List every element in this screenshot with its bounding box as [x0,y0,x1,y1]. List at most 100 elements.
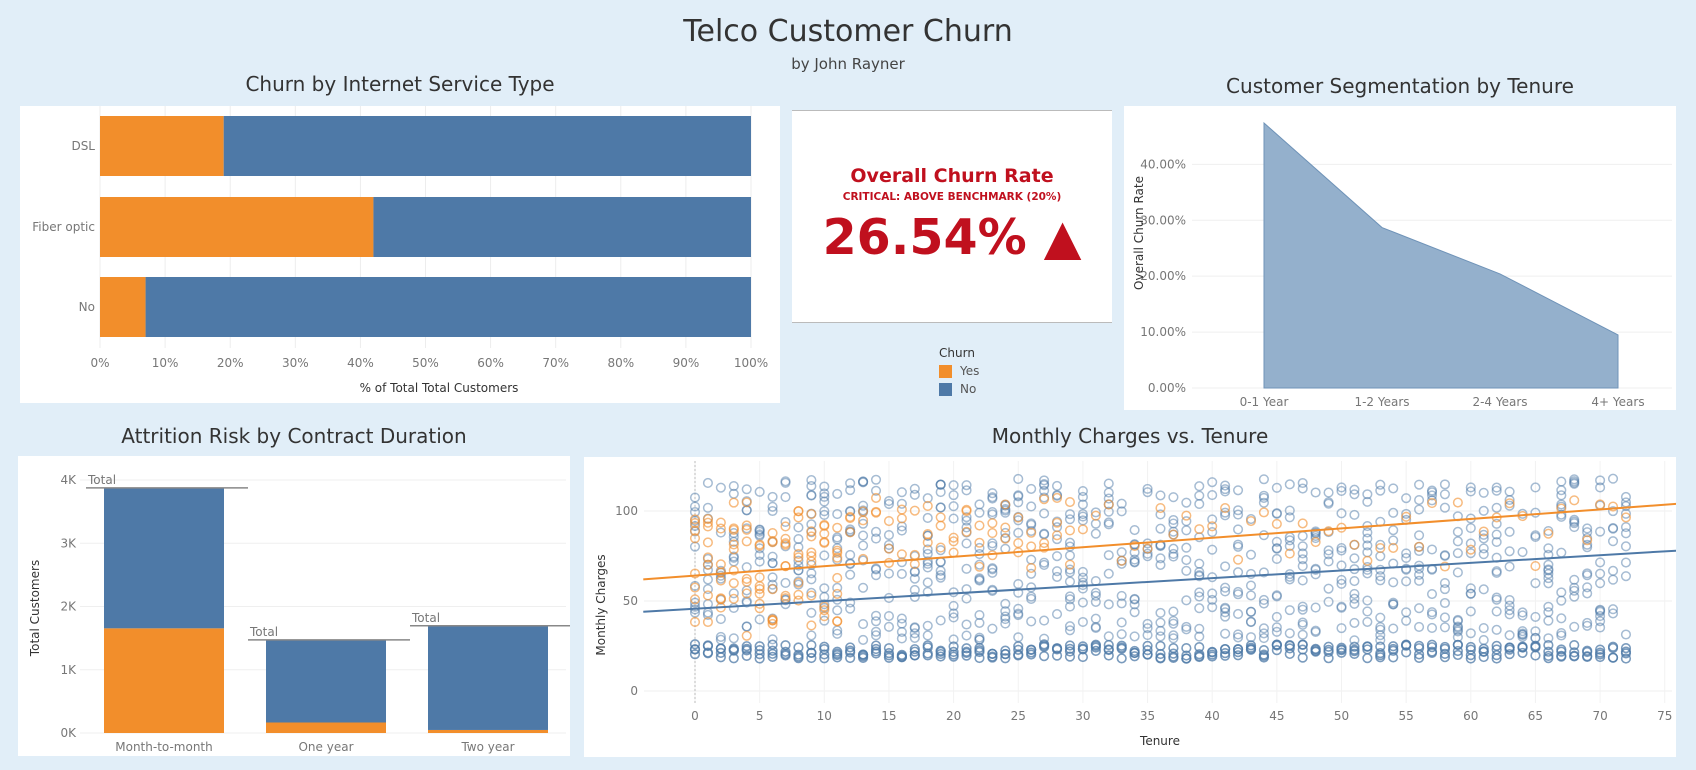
scatter-point-no[interactable] [1000,527,1011,538]
scatter-point-no[interactable] [1090,507,1101,518]
scatter-point-no[interactable] [1168,648,1179,659]
scatter-point-yes[interactable] [1207,521,1218,532]
scatter-point-no[interactable] [1491,482,1502,493]
scatter-point-no[interactable] [845,652,856,664]
scatter-point-no[interactable] [1297,477,1308,489]
scatter-point-no[interactable] [1258,474,1269,485]
scatter-point-no[interactable] [1129,631,1140,642]
scatter-point-no[interactable] [689,649,701,660]
scatter-point-no[interactable] [1116,558,1127,569]
scatter-point-yes[interactable] [806,620,817,631]
scatter-point-no[interactable] [1491,644,1502,655]
scatter-point-no[interactable] [741,650,752,661]
scatter-point-no[interactable] [1064,550,1076,561]
scatter-point-no[interactable] [780,648,791,660]
scatter-point-yes[interactable] [1129,540,1140,551]
scatter-point-yes[interactable] [987,528,998,539]
scatter-point-no[interactable] [935,572,946,583]
scatter-point-no[interactable] [689,501,701,512]
scatter-point-no[interactable] [793,555,804,566]
scatter-point-yes[interactable] [948,536,959,547]
scatter-point-yes[interactable] [1064,559,1076,570]
scatter-point-no[interactable] [858,476,869,487]
scatter-point-no[interactable] [1245,606,1257,617]
scatter-point-no[interactable] [1026,647,1037,658]
scatter-point-no[interactable] [1297,483,1308,494]
scatter-point-no[interactable] [1013,603,1024,614]
scatter-point-no[interactable] [1026,616,1037,627]
scatter-point-no[interactable] [1491,485,1502,496]
scatter-point-no[interactable] [1491,502,1502,513]
scatter-point-no[interactable] [806,640,817,651]
scatter-point-no[interactable] [1284,648,1295,660]
scatter-point-no[interactable] [1336,578,1347,589]
scatter-point-no[interactable] [1220,486,1231,497]
scatter-point-yes[interactable] [896,549,907,560]
scatter-point-no[interactable] [1284,535,1295,546]
scatter-point-no[interactable] [728,602,739,614]
scatter-point-no[interactable] [1543,646,1554,657]
scatter-point-no[interactable] [715,570,726,581]
scatter-point-yes[interactable] [1543,528,1554,539]
scatter-point-no[interactable] [1362,533,1373,544]
scatter-point-no[interactable] [1530,626,1541,637]
scatter-point-no[interactable] [1232,644,1244,655]
scatter-point-no[interactable] [974,507,985,518]
scatter-point-no[interactable] [1051,650,1063,661]
scatter-point-no[interactable] [1155,617,1166,628]
scatter-point-yes[interactable] [1245,515,1257,527]
scatter-point-yes[interactable] [935,512,946,523]
scatter-point-no[interactable] [1362,595,1373,606]
scatter-point-no[interactable] [1077,577,1088,588]
scatter-point-no[interactable] [896,487,907,498]
scatter-point-no[interactable] [974,652,985,664]
scatter-point-no[interactable] [806,647,817,658]
scatter-point-yes[interactable] [767,584,778,595]
scatter-point-no[interactable] [1233,586,1244,598]
scatter-point-no[interactable] [1194,498,1205,510]
scatter-point-no[interactable] [1026,568,1037,579]
scatter-point-no[interactable] [1077,641,1089,652]
scatter-point-no[interactable] [1582,542,1593,553]
scatter-point-no[interactable] [1142,618,1153,629]
scatter-point-no[interactable] [1401,647,1412,658]
scatter-point-no[interactable] [1039,475,1050,486]
scatter-point-no[interactable] [1336,574,1347,585]
scatter-point-yes[interactable] [689,518,701,529]
scatter-point-no[interactable] [1465,588,1476,599]
scatter-point-no[interactable] [1220,507,1231,518]
scatter-point-yes[interactable] [858,506,869,517]
scatter-point-no[interactable] [1349,644,1360,655]
scatter-point-no[interactable] [1349,635,1360,646]
scatter-point-no[interactable] [832,646,843,657]
scatter-point-no[interactable] [1504,649,1515,660]
scatter-point-no[interactable] [1090,528,1101,539]
scatter-point-yes[interactable] [793,552,804,563]
scatter-point-no[interactable] [754,649,765,660]
scatter-point-no[interactable] [1297,548,1308,559]
scatter-point-no[interactable] [909,628,920,639]
scatter-point-no[interactable] [961,563,972,574]
scatter-point-no[interactable] [1375,571,1386,582]
scatter-point-no[interactable] [1051,480,1063,491]
scatter-point-no[interactable] [1414,563,1425,574]
scatter-point-no[interactable] [1297,575,1308,586]
scatter-point-yes[interactable] [819,605,830,616]
scatter-point-no[interactable] [806,574,817,585]
scatter-point-no[interactable] [1439,550,1450,561]
scatter-point-yes[interactable] [1064,525,1076,536]
scatter-point-yes[interactable] [1181,510,1192,521]
scatter-point-no[interactable] [1013,473,1024,484]
scatter-point-no[interactable] [819,509,830,521]
scatter-point-no[interactable] [1271,644,1282,656]
scatter-point-no[interactable] [1194,651,1205,663]
scatter-point-no[interactable] [1013,649,1024,660]
scatter-point-no[interactable] [1245,616,1257,627]
scatter-point-no[interactable] [689,601,701,612]
scatter-point-no[interactable] [1142,551,1153,562]
scatter-point-no[interactable] [909,489,920,500]
scatter-point-no[interactable] [1569,640,1580,651]
scatter-point-no[interactable] [1103,650,1114,661]
scatter-point-no[interactable] [1439,489,1450,500]
scatter-point-no[interactable] [1582,651,1593,662]
